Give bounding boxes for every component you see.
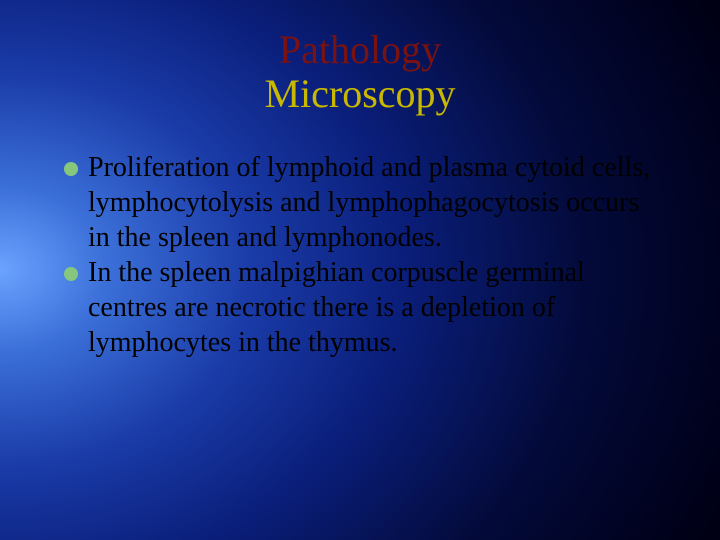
list-item: In the spleen malpighian corpuscle germi… [64, 255, 665, 360]
list-item: Proliferation of lymphoid and plasma cyt… [64, 150, 665, 255]
bullet-text: In the spleen malpighian corpuscle germi… [88, 255, 665, 360]
title-line-2: Microscopy [0, 72, 720, 116]
bullet-icon [64, 267, 78, 281]
content-area: Proliferation of lymphoid and plasma cyt… [64, 150, 665, 360]
bullet-icon [64, 162, 78, 176]
title-line-1: Pathology [0, 28, 720, 72]
title-block: Pathology Microscopy [0, 28, 720, 116]
bullet-text: Proliferation of lymphoid and plasma cyt… [88, 150, 665, 255]
slide: Pathology Microscopy Proliferation of ly… [0, 0, 720, 540]
